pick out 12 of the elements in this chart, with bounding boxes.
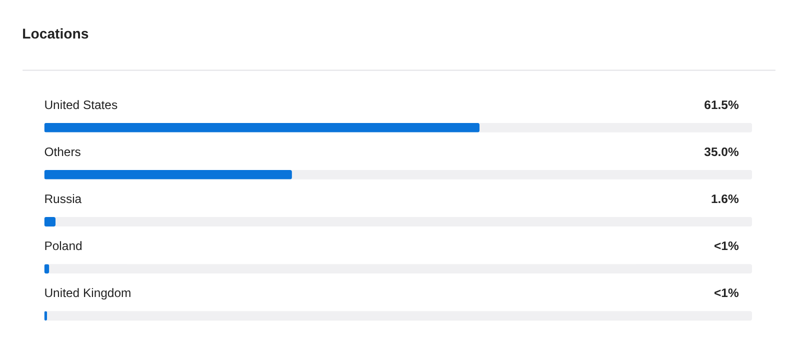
data-label: 61.5% (704, 98, 739, 112)
y-tick-label: United States (44, 98, 118, 112)
y-tick-label: Russia (44, 192, 82, 206)
bar (44, 217, 56, 226)
data-label: <1% (714, 286, 739, 300)
y-tick-label: Poland (44, 239, 82, 253)
data-label: 1.6% (710, 192, 739, 206)
data-label: <1% (714, 239, 739, 253)
chart-title: Locations (22, 26, 89, 42)
y-tick-label: Others (44, 144, 81, 159)
y-tick-label: United Kingdom (44, 286, 132, 300)
data-label: 35.0% (704, 144, 739, 159)
